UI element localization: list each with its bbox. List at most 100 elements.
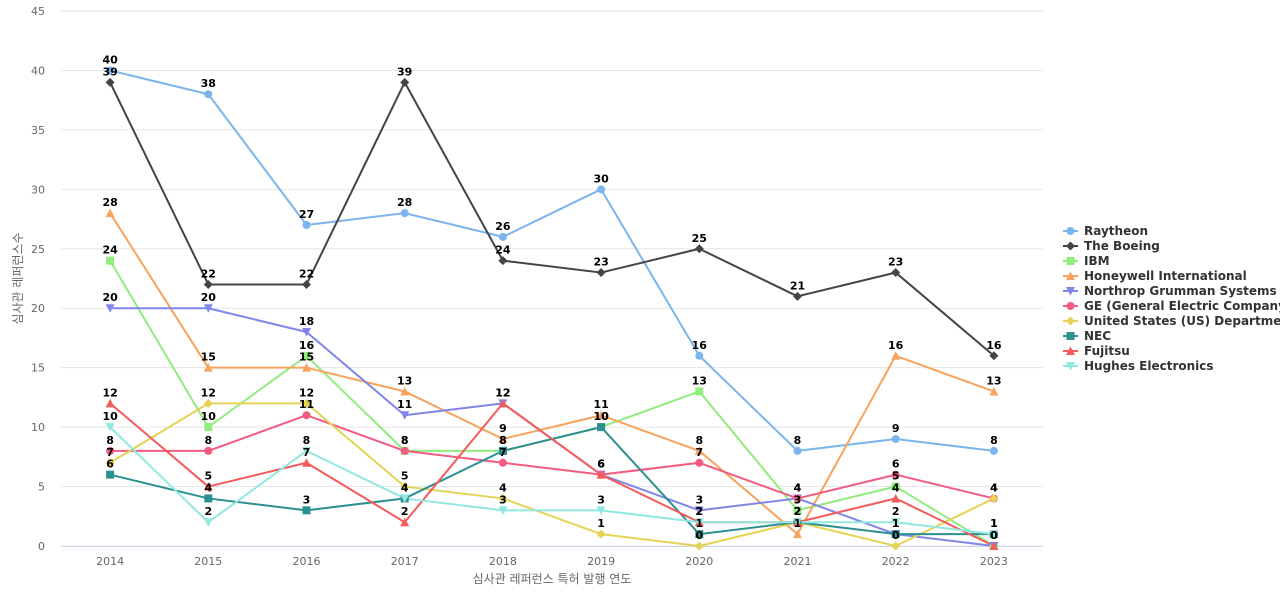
data-label: 13: [986, 374, 1001, 387]
data-point: [204, 423, 213, 432]
data-point: [105, 208, 115, 218]
data-label: 2: [695, 505, 703, 518]
data-label: 13: [397, 374, 412, 387]
data-point: [400, 446, 409, 455]
data-label: 8: [303, 434, 311, 447]
legend-item[interactable]: Hughes Electronics: [1063, 359, 1214, 373]
legend-label: IBM: [1084, 254, 1110, 268]
data-label: 9: [892, 422, 900, 435]
series-line: [109, 402, 995, 547]
data-label: 6: [597, 458, 605, 471]
data-label: 10: [201, 410, 217, 423]
data-point: [400, 494, 410, 503]
data-point: [203, 398, 213, 408]
data-point: [400, 77, 410, 87]
data-label: 2: [401, 505, 409, 518]
data-label: 5: [892, 470, 900, 483]
data-point: [597, 423, 606, 432]
data-label: 20: [102, 291, 118, 304]
legend-marker: [1066, 346, 1075, 355]
data-label: 8: [499, 434, 507, 447]
legend-marker: [1066, 332, 1075, 340]
series-line: [109, 69, 995, 452]
data-point: [302, 351, 311, 360]
data-point: [596, 410, 606, 420]
data-point: [498, 232, 507, 241]
data-label: 23: [593, 256, 608, 269]
x-tick-label: 2015: [194, 555, 222, 568]
data-label: 26: [495, 220, 511, 233]
data-label: 22: [201, 267, 216, 280]
legend-marker: [1066, 241, 1075, 251]
data-label: 40: [102, 53, 118, 66]
data-point: [596, 470, 606, 479]
data-point: [400, 209, 409, 218]
data-point: [989, 530, 999, 539]
data-point: [989, 351, 999, 361]
data-point: [793, 506, 802, 515]
legend-item[interactable]: Honeywell International: [1063, 269, 1247, 283]
y-tick-label: 20: [31, 302, 45, 315]
data-label: 8: [990, 434, 998, 447]
data-point: [891, 435, 900, 443]
legend-item[interactable]: NEC: [1063, 329, 1111, 343]
data-point: [891, 493, 901, 503]
data-point: [891, 518, 901, 527]
data-label: 4: [204, 481, 212, 494]
data-label: 1: [597, 517, 605, 530]
data-point: [498, 458, 507, 467]
data-point: [203, 304, 213, 313]
legend-marker: [1066, 257, 1075, 265]
legend-label: GE (General Electric Company): [1084, 299, 1280, 313]
y-tick-label: 35: [31, 124, 45, 137]
data-point: [105, 458, 115, 468]
legend-label: Raytheon: [1084, 224, 1148, 238]
data-label: 8: [106, 434, 114, 447]
data-label: 16: [692, 339, 708, 352]
legend-item[interactable]: Northrop Grumman Systems: [1063, 284, 1277, 298]
data-point: [400, 411, 410, 420]
data-point: [106, 470, 115, 479]
data-point: [989, 446, 998, 455]
data-point: [891, 482, 900, 491]
data-label: 6: [892, 458, 900, 471]
data-label: 24: [102, 244, 118, 257]
legend-marker: [1066, 271, 1075, 280]
data-point: [498, 434, 508, 443]
data-label: 5: [204, 470, 212, 483]
data-label: 1: [892, 517, 900, 530]
data-label: 22: [299, 267, 314, 280]
data-point: [596, 506, 606, 515]
legend-item[interactable]: IBM: [1063, 254, 1110, 268]
legend-item[interactable]: Fujitsu: [1063, 344, 1130, 358]
legend-label: Northrop Grumman Systems: [1084, 284, 1277, 298]
legend-label: Hughes Electronics: [1084, 359, 1214, 373]
data-label: 1: [990, 517, 998, 530]
data-label: 0: [892, 529, 900, 542]
data-label: 11: [299, 398, 314, 411]
legend-item[interactable]: Raytheon: [1063, 224, 1148, 238]
data-label: 7: [695, 446, 703, 459]
data-label: 1: [695, 517, 703, 530]
data-point: [105, 423, 115, 432]
legend-item[interactable]: GE (General Electric Company): [1063, 299, 1280, 313]
data-point: [694, 518, 704, 527]
legend-item[interactable]: United States (US) Departme...: [1063, 314, 1280, 328]
legend-marker: [1066, 227, 1075, 235]
data-point: [498, 398, 508, 408]
legend-item[interactable]: The Boeing: [1063, 239, 1160, 253]
data-label: 3: [303, 493, 311, 506]
data-label: 4: [794, 481, 802, 494]
y-tick-label: 0: [38, 540, 45, 553]
data-label: 23: [888, 256, 903, 269]
data-label: 4: [990, 481, 998, 494]
data-point: [204, 90, 213, 99]
data-label: 15: [299, 351, 314, 364]
data-label: 8: [401, 434, 409, 447]
data-label: 18: [299, 315, 314, 328]
data-point: [793, 494, 802, 503]
data-label: 4: [401, 481, 409, 494]
data-label: 3: [695, 493, 703, 506]
